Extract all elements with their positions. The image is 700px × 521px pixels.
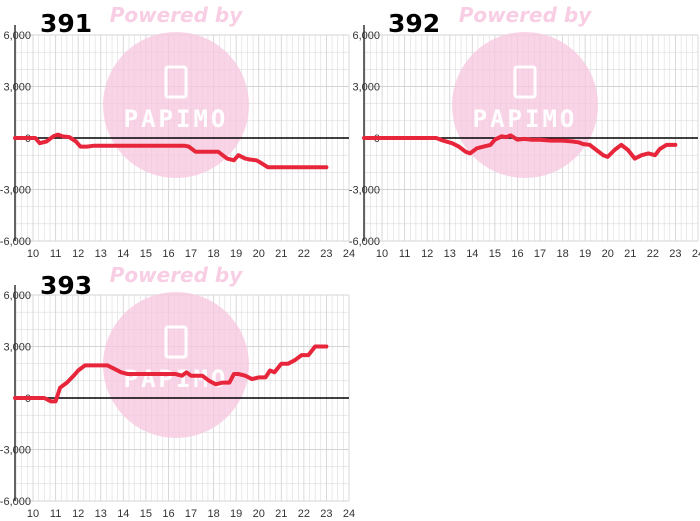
x-tick-label: 14 bbox=[466, 248, 478, 260]
x-tick-label: 14 bbox=[117, 248, 129, 260]
x-tick-label: 23 bbox=[320, 248, 332, 260]
x-tick-label: 16 bbox=[511, 248, 523, 260]
watermark-text: Powered by bbox=[459, 3, 592, 27]
chart-panel: Powered byPAPIMO6,0003,0000-3,000-6,0001… bbox=[0, 263, 355, 520]
x-tick-label: 24 bbox=[692, 248, 700, 260]
chart-panel: Powered byPAPIMO6,0003,0000-3,000-6,0001… bbox=[0, 3, 355, 260]
y-tick-label: 6,000 bbox=[352, 30, 380, 42]
x-tick-label: 15 bbox=[140, 248, 152, 260]
x-tick-label: 23 bbox=[669, 248, 681, 260]
watermark-logo-icon bbox=[513, 65, 537, 99]
y-tick-label: 6,000 bbox=[3, 30, 31, 42]
y-tick-label: -6,000 bbox=[0, 496, 31, 508]
x-tick-label: 11 bbox=[50, 508, 61, 520]
x-tick-label: 13 bbox=[95, 508, 107, 520]
x-tick-label: 22 bbox=[647, 248, 659, 260]
y-tick-label: -6,000 bbox=[349, 236, 380, 248]
x-tick-label: 22 bbox=[298, 248, 310, 260]
watermark-logo-icon bbox=[164, 325, 188, 359]
watermark-circle bbox=[103, 292, 249, 438]
x-tick-label: 21 bbox=[624, 248, 636, 260]
chart-title: 392 bbox=[388, 9, 440, 38]
watermark-brand: PAPIMO bbox=[124, 105, 229, 133]
watermark-text: Powered by bbox=[110, 263, 243, 287]
x-tick-label: 12 bbox=[72, 508, 84, 520]
x-tick-label: 15 bbox=[140, 508, 152, 520]
watermark-logo-icon bbox=[164, 65, 188, 99]
x-tick-label: 10 bbox=[27, 248, 39, 260]
y-tick-label: 6,000 bbox=[3, 290, 31, 302]
x-tick-label: 17 bbox=[185, 248, 197, 260]
watermark-text: Powered by bbox=[110, 3, 243, 27]
watermark: Powered by PAPIMO bbox=[103, 3, 249, 178]
x-tick-label: 20 bbox=[253, 508, 265, 520]
x-tick-label: 19 bbox=[579, 248, 591, 260]
x-tick-label: 20 bbox=[253, 248, 265, 260]
y-tick-label: -6,000 bbox=[0, 236, 31, 248]
x-tick-label: 19 bbox=[230, 508, 242, 520]
x-tick-label: 19 bbox=[230, 248, 242, 260]
y-tick-label: 3,000 bbox=[3, 82, 31, 94]
chart-panel: Powered byPAPIMO6,0003,0000-3,000-6,0001… bbox=[349, 3, 700, 260]
x-tick-label: 12 bbox=[72, 248, 84, 260]
x-tick-label: 10 bbox=[27, 508, 39, 520]
x-tick-label: 17 bbox=[534, 248, 546, 260]
x-tick-label: 13 bbox=[95, 248, 107, 260]
x-tick-label: 10 bbox=[376, 248, 388, 260]
x-tick-label: 24 bbox=[343, 248, 355, 260]
x-tick-label: 21 bbox=[275, 248, 287, 260]
y-tick-label: -3,000 bbox=[349, 185, 380, 197]
chart-title: 391 bbox=[40, 9, 92, 38]
y-tick-label: 3,000 bbox=[352, 82, 380, 94]
x-tick-label: 20 bbox=[602, 248, 614, 260]
x-tick-label: 24 bbox=[343, 508, 355, 520]
chart-title: 393 bbox=[40, 271, 92, 300]
y-tick-label: -3,000 bbox=[0, 445, 31, 457]
x-tick-label: 13 bbox=[444, 248, 456, 260]
x-tick-label: 21 bbox=[275, 508, 287, 520]
watermark-brand: PAPIMO bbox=[124, 365, 229, 393]
x-tick-label: 14 bbox=[117, 508, 129, 520]
watermark-circle bbox=[103, 32, 249, 178]
x-tick-label: 17 bbox=[185, 508, 197, 520]
x-tick-label: 23 bbox=[320, 508, 332, 520]
x-tick-label: 18 bbox=[207, 508, 219, 520]
y-tick-label: 3,000 bbox=[3, 342, 31, 354]
series-line bbox=[13, 344, 329, 404]
series-line bbox=[362, 133, 678, 161]
x-tick-label: 11 bbox=[50, 248, 61, 260]
x-tick-label: 18 bbox=[556, 248, 568, 260]
watermark: Powered by PAPIMO bbox=[103, 263, 249, 438]
x-tick-label: 11 bbox=[399, 248, 410, 260]
x-tick-label: 18 bbox=[207, 248, 219, 260]
x-tick-label: 12 bbox=[421, 248, 433, 260]
x-tick-label: 16 bbox=[162, 508, 174, 520]
x-tick-label: 22 bbox=[298, 508, 310, 520]
y-tick-label: -3,000 bbox=[0, 185, 31, 197]
series-line bbox=[13, 132, 329, 170]
x-tick-label: 16 bbox=[162, 248, 174, 260]
watermark-brand: PAPIMO bbox=[473, 105, 578, 133]
x-tick-label: 15 bbox=[489, 248, 501, 260]
